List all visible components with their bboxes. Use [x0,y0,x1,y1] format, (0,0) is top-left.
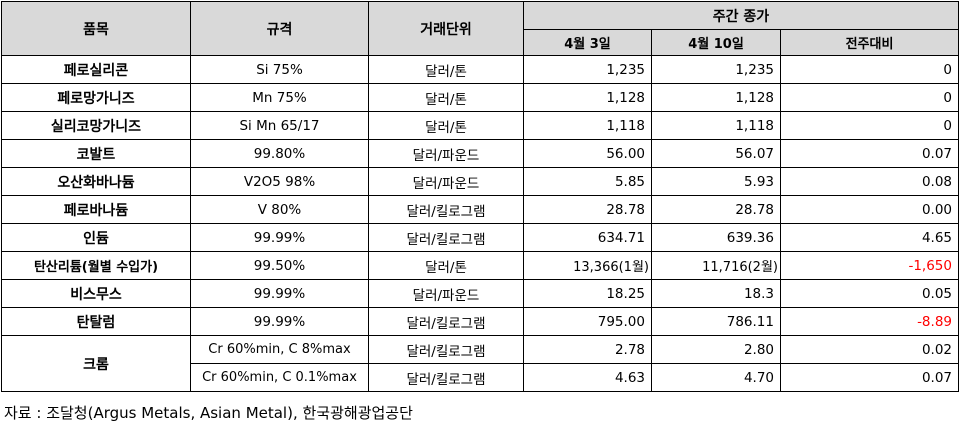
item-unit: 달러/킬로그램 [368,307,524,336]
price-change: 0.07 [780,139,959,168]
item-name: 비스무스 [1,279,191,308]
table-row: Cr 60%min, C 0.1%max 달러/킬로그램 4.63 4.70 0… [2,363,959,392]
item-unit: 달러/톤 [368,251,524,280]
header-weekly-close: 주간 종가 [523,1,959,30]
item-name: 페로망가니즈 [1,83,191,112]
header-item: 품목 [1,1,191,56]
price-date2: 2.80 [651,335,781,364]
item-spec: 99.99% [190,307,369,336]
price-change: 0 [780,111,959,140]
item-unit: 달러/킬로그램 [368,335,524,364]
price-date2: 1,128 [651,83,781,112]
item-spec: Si Mn 65/17 [190,111,369,140]
item-name: 실리코망가니즈 [1,111,191,140]
item-name: 인듐 [1,223,191,252]
price-date2: 11,716(2월) [651,251,781,280]
header-date2: 4월 10일 [651,29,781,56]
price-date2: 1,235 [651,55,781,84]
price-change: 0 [780,83,959,112]
header-change: 전주대비 [780,29,959,56]
price-change: 0 [780,55,959,84]
table-body: 페로실리콘 Si 75% 달러/톤 1,235 1,235 0 페로망가니즈 M… [1,55,959,392]
price-date1: 18.25 [523,279,652,308]
item-unit: 달러/킬로그램 [368,363,524,392]
price-change: 0.08 [780,167,959,196]
item-name: 코발트 [1,139,191,168]
price-date1: 1,235 [523,55,652,84]
item-unit: 달러/톤 [368,55,524,84]
price-table: 품목 규격 거래단위 주간 종가 4월 3일 4월 10일 전주대비 페로실리콘… [1,1,959,392]
item-unit: 달러/파운드 [368,167,524,196]
price-date1: 795.00 [523,307,652,336]
price-date1: 56.00 [523,139,652,168]
price-date2: 18.3 [651,279,781,308]
price-change: 4.65 [780,223,959,252]
item-spec: 99.99% [190,223,369,252]
source-note: 자료 : 조달청(Argus Metals, Asian Metal), 한국광… [4,404,413,422]
item-unit: 달러/톤 [368,83,524,112]
item-name-chromium: 크롬 [1,335,191,392]
price-date2: 786.11 [651,307,781,336]
item-spec: 99.99% [190,279,369,308]
price-date1: 5.85 [523,167,652,196]
table-row: 페로바나듐 V 80% 달러/킬로그램 28.78 28.78 0.00 [1,195,959,224]
table-row: 인듐 99.99% 달러/킬로그램 634.71 639.36 4.65 [1,223,959,252]
table-row: 탄탈럼 99.99% 달러/킬로그램 795.00 786.11 -8.89 [1,307,959,336]
price-date2: 1,118 [651,111,781,140]
price-change: 0.00 [780,195,959,224]
item-name: 오산화바나듐 [1,167,191,196]
item-name: 페로바나듐 [1,195,191,224]
item-unit: 달러/톤 [368,111,524,140]
table-row: 비스무스 99.99% 달러/파운드 18.25 18.3 0.05 [1,279,959,308]
item-unit: 달러/킬로그램 [368,195,524,224]
price-change: 0.05 [780,279,959,308]
price-date1: 28.78 [523,195,652,224]
header-spec: 규격 [190,1,369,56]
item-spec: Si 75% [190,55,369,84]
price-change: 0.07 [780,363,959,392]
table-row: 페로실리콘 Si 75% 달러/톤 1,235 1,235 0 [1,55,959,84]
price-date2: 5.93 [651,167,781,196]
price-date2: 28.78 [651,195,781,224]
price-date2: 56.07 [651,139,781,168]
price-date2: 4.70 [651,363,781,392]
item-spec: Cr 60%min, C 8%max [190,335,369,364]
price-change: 0.02 [780,335,959,364]
price-date1: 13,366(1월) [523,251,652,280]
table-row: 실리코망가니즈 Si Mn 65/17 달러/톤 1,118 1,118 0 [1,111,959,140]
table-row: 탄산리튬(월별 수입가) 99.50% 달러/톤 13,366(1월) 11,7… [1,251,959,280]
table-row: 오산화바나듐 V2O5 98% 달러/파운드 5.85 5.93 0.08 [1,167,959,196]
item-name: 페로실리콘 [1,55,191,84]
table-row: 크롬 Cr 60%min, C 8%max 달러/킬로그램 2.78 2.80 … [1,335,959,392]
price-date2: 639.36 [651,223,781,252]
table-row: 페로망가니즈 Mn 75% 달러/톤 1,128 1,128 0 [1,83,959,112]
item-spec: V2O5 98% [190,167,369,196]
header-date1: 4월 3일 [523,29,652,56]
header-unit: 거래단위 [368,1,524,56]
item-name: 탄산리튬(월별 수입가) [1,251,191,280]
price-date1: 1,118 [523,111,652,140]
item-spec: Cr 60%min, C 0.1%max [190,363,369,392]
item-unit: 달러/파운드 [368,139,524,168]
price-date1: 2.78 [523,335,652,364]
price-date1: 1,128 [523,83,652,112]
item-spec: 99.50% [190,251,369,280]
item-name: 탄탈럼 [1,307,191,336]
price-date1: 4.63 [523,363,652,392]
item-spec: V 80% [190,195,369,224]
table-row: 코발트 99.80% 달러/파운드 56.00 56.07 0.07 [1,139,959,168]
price-date1: 634.71 [523,223,652,252]
price-change-negative: -8.89 [780,307,959,336]
item-unit: 달러/파운드 [368,279,524,308]
item-spec: 99.80% [190,139,369,168]
price-change-negative: -1,650 [780,251,959,280]
item-unit: 달러/킬로그램 [368,223,524,252]
item-spec: Mn 75% [190,83,369,112]
